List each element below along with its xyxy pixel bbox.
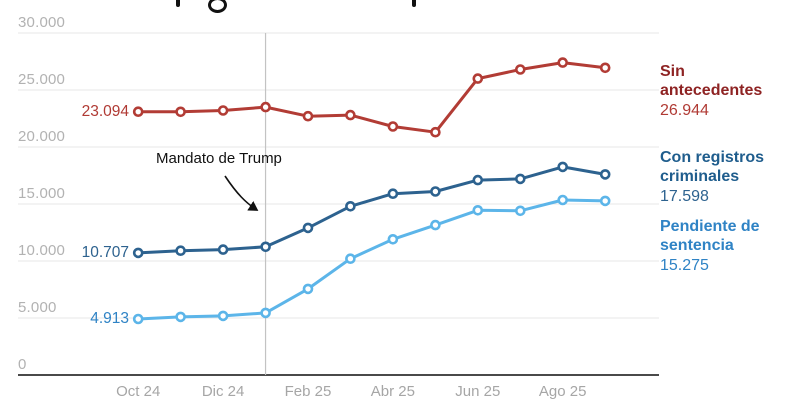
y-tick-label: 30.000 [18, 14, 66, 31]
data-point-marker [175, 245, 186, 256]
data-point-marker [557, 161, 569, 173]
data-point-marker [387, 121, 399, 132]
legend-series-name: Pendiente de sentencia [660, 218, 760, 254]
y-tick-label: 20.000 [18, 128, 66, 145]
data-point-marker [132, 313, 144, 325]
legend-entry: Sin antecedentes 26.944 [660, 62, 782, 120]
data-point-marker [599, 195, 611, 207]
legend-series-name: Con registros criminales [660, 149, 765, 185]
data-point-marker [472, 174, 484, 186]
data-point-marker [217, 105, 229, 116]
data-point-marker [345, 109, 356, 121]
cropped-title-glyph [176, 0, 180, 7]
data-point-marker [302, 222, 314, 234]
series-line [136, 165, 607, 255]
series-start-label: 4.913 [90, 309, 129, 327]
y-tick-label: 5.000 [18, 299, 57, 316]
y-tick-label: 10.000 [18, 242, 66, 259]
data-point-marker [217, 310, 229, 322]
data-series [132, 57, 611, 325]
cropped-title-glyph [412, 0, 416, 7]
x-tick-label: Abr 25 [370, 383, 415, 400]
data-point-marker [472, 73, 484, 84]
y-tick-label: 0 [18, 356, 27, 373]
data-point-marker [302, 110, 314, 122]
legend-entry: Pendiente de sentencia 15.275 [660, 217, 782, 275]
data-point-marker [472, 205, 484, 216]
data-point-marker [387, 234, 399, 245]
legend-series-name: Sin antecedentes [660, 63, 763, 99]
data-point-marker [132, 247, 144, 259]
data-point-marker [387, 188, 399, 199]
data-point-marker [557, 194, 569, 206]
data-point-marker [514, 205, 526, 217]
data-point-marker [514, 173, 526, 185]
data-point-marker [217, 244, 229, 255]
data-point-marker [260, 241, 271, 253]
data-point-marker [430, 219, 441, 231]
curved-arrow [224, 175, 259, 211]
y-tick-label: 25.000 [18, 71, 66, 88]
x-tick-label: Jun 25 [455, 383, 501, 400]
data-point-marker [175, 106, 186, 118]
data-point-marker [260, 307, 271, 319]
data-point-marker [345, 253, 356, 265]
cropped-title-glyph [208, 0, 227, 13]
data-point-marker [430, 186, 441, 197]
legend-series-value: 15.275 [660, 257, 709, 274]
data-point-marker [514, 64, 526, 75]
legend-series-value: 17.598 [660, 188, 709, 205]
x-tick-label: Feb 25 [284, 383, 332, 400]
series-line [136, 198, 607, 321]
legend-series-value: 26.944 [660, 102, 709, 119]
annotation-arrow [224, 175, 259, 211]
x-tick-label: Oct 24 [116, 383, 161, 400]
data-point-marker [430, 126, 441, 138]
annotation-label: Mandato de Trump [156, 150, 282, 167]
data-point-marker [557, 57, 569, 68]
series-line [136, 61, 607, 134]
data-point-marker [302, 283, 314, 295]
x-tick-label: Ago 25 [538, 383, 587, 400]
legend-entry: Con registros criminales 17.598 [660, 148, 782, 206]
series-start-label: 23.094 [81, 102, 129, 120]
data-point-marker [599, 169, 611, 180]
data-point-marker [175, 311, 186, 323]
data-point-marker [345, 201, 356, 212]
x-tick-label: Dic 24 [201, 383, 245, 400]
series-start-label: 10.707 [81, 243, 129, 261]
data-point-marker [260, 101, 271, 113]
data-point-marker [132, 106, 144, 117]
data-point-marker [599, 62, 611, 74]
y-tick-label: 15.000 [18, 185, 66, 202]
